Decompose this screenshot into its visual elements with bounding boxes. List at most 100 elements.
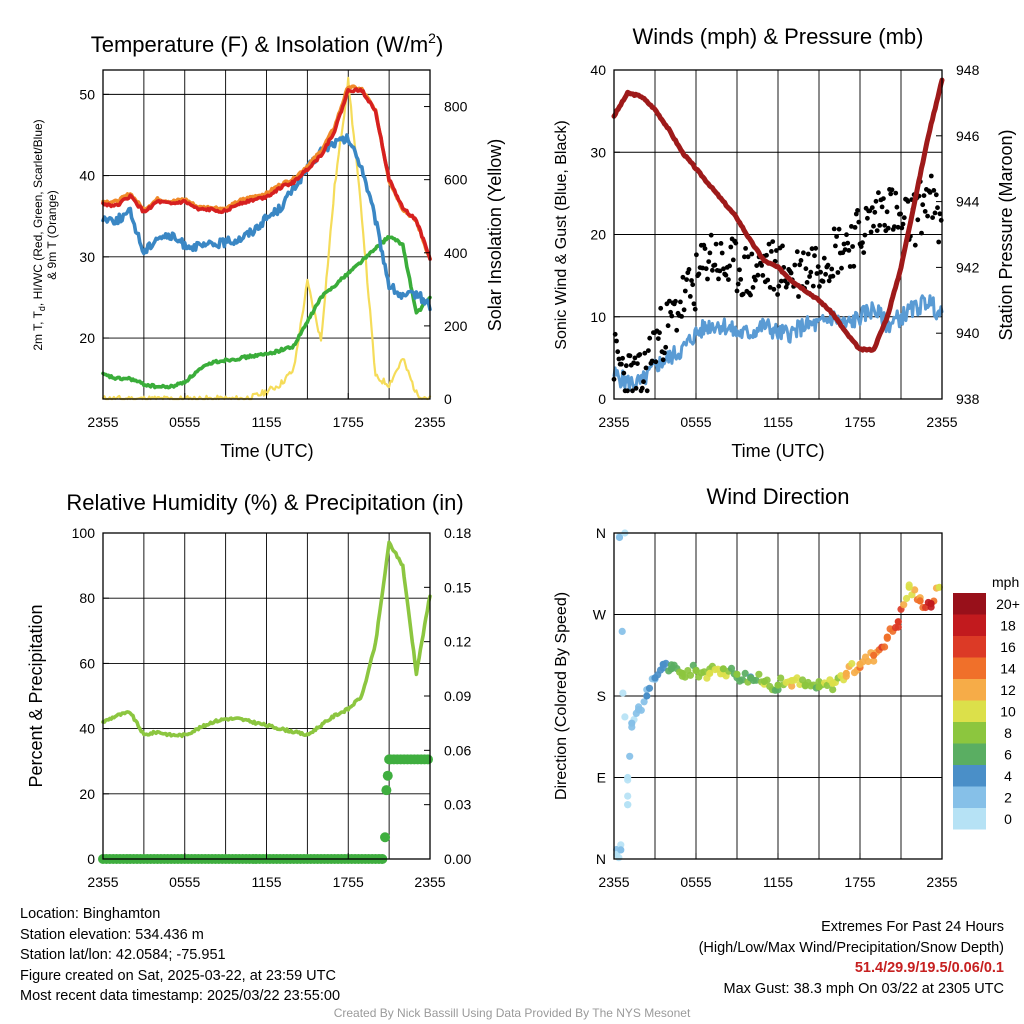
gust-point xyxy=(745,254,751,260)
y-tick-label: 0.12 xyxy=(444,634,471,650)
x-tick-label: 0555 xyxy=(169,874,200,890)
gust-point xyxy=(630,388,635,394)
gust-point xyxy=(643,365,649,371)
series-td xyxy=(101,235,432,390)
wind-ticks: 2355 0555 1155 1755 2355 0 10 20 30 40 938 940 942 94… xyxy=(590,62,979,430)
colorbar-label: 18 xyxy=(1000,618,1016,634)
direction-point xyxy=(700,668,708,676)
temperature-title: Temperature (F) & Insolation (W/m2) xyxy=(91,30,444,57)
y-tick-label: 20 xyxy=(79,330,95,346)
gust-point xyxy=(936,239,942,245)
gust-point xyxy=(641,379,646,385)
gust-point xyxy=(877,223,883,228)
direction-point xyxy=(760,677,768,686)
recent-data-text: Most recent data timestamp: 2025/03/22 2… xyxy=(20,988,341,1005)
y-tick-label: N xyxy=(596,851,606,867)
y-tick-label: 0.06 xyxy=(444,742,471,758)
y-tick-label: 80 xyxy=(79,590,95,606)
colorbar-swatch xyxy=(953,700,986,722)
gust-point xyxy=(615,349,621,355)
gust-point xyxy=(614,338,619,344)
latlon-text: Station lat/lon: 42.0584; -75.951 xyxy=(20,947,226,964)
solar-ylabel: Solar Insolation (Yellow) xyxy=(485,139,505,331)
y-tick-label: W xyxy=(593,607,607,623)
gust-point xyxy=(718,241,724,246)
gust-point xyxy=(713,241,719,247)
gust-point xyxy=(850,244,855,249)
direction-point xyxy=(738,676,747,684)
y-tick-label: 0.00 xyxy=(444,851,471,867)
gust-point xyxy=(823,271,828,277)
precip-point xyxy=(381,785,392,796)
gust-point xyxy=(853,211,859,217)
gust-point xyxy=(921,193,927,199)
gust-point xyxy=(874,228,880,234)
precip-point xyxy=(422,754,433,765)
x-tick-label: 2355 xyxy=(926,414,957,430)
gust-point xyxy=(706,259,712,264)
direction-point xyxy=(815,683,823,691)
gust-point xyxy=(919,230,924,236)
y-tick-label: 400 xyxy=(444,245,468,261)
max-gust-text: Max Gust: 38.3 mph On 03/22 at 2305 UTC xyxy=(723,980,1004,997)
gust-point xyxy=(679,314,684,319)
gust-point xyxy=(871,223,876,229)
gust-point xyxy=(798,258,804,263)
gust-point xyxy=(839,265,844,271)
gust-point xyxy=(845,240,851,246)
gust-point xyxy=(734,288,740,294)
x-tick-label: 1155 xyxy=(251,414,281,430)
gust-point xyxy=(646,348,651,353)
gust-point xyxy=(737,267,742,273)
direction-point xyxy=(617,846,625,854)
gust-point xyxy=(813,245,819,251)
elevation-text: Station elevation: 534.436 m xyxy=(20,926,204,943)
extremes-subtitle: (High/Low/Max Wind/Precipitation/Snow De… xyxy=(698,939,1004,956)
colorbar-swatch xyxy=(953,657,986,679)
wind-panel: Winds (mph) & Pressure (mb) 2355 0555 1155… xyxy=(553,24,1016,461)
direction-point xyxy=(870,657,878,665)
gust-point xyxy=(770,239,776,245)
gust-point xyxy=(776,283,782,289)
gust-point xyxy=(825,262,831,268)
temperature-grid xyxy=(102,70,431,399)
gust-point xyxy=(708,232,714,238)
gust-point xyxy=(753,277,758,283)
wind-title: Winds (mph) & Pressure (mb) xyxy=(633,24,924,49)
direction-point xyxy=(643,692,651,700)
colorbar-swatch xyxy=(953,808,986,830)
y-tick-label: 40 xyxy=(79,721,95,737)
gust-point xyxy=(769,249,774,254)
gust-point xyxy=(678,299,683,305)
y-tick-label: 942 xyxy=(956,259,980,275)
colorbar-swatch xyxy=(953,743,986,765)
temperature-xlabel: Time (UTC) xyxy=(220,441,313,461)
direction-point xyxy=(823,681,831,690)
gust-point xyxy=(625,388,630,394)
gust-point xyxy=(922,209,928,214)
gust-point xyxy=(882,222,887,228)
gust-point xyxy=(889,187,895,193)
y-tick-label: 800 xyxy=(444,99,468,115)
direction-point xyxy=(905,583,913,591)
direction-point xyxy=(774,681,782,689)
direction-point xyxy=(659,660,667,668)
gust-point xyxy=(862,232,868,238)
colorbar-label: 14 xyxy=(1000,661,1016,677)
direction-ticks: 2355 0555 1155 1755 2355 N E S W N xyxy=(593,525,958,890)
gust-point xyxy=(858,244,864,250)
direction-point xyxy=(747,674,755,682)
y-tick-label: 40 xyxy=(79,168,95,184)
y-tick-label: 20 xyxy=(590,227,606,243)
y-tick-label: 30 xyxy=(590,144,606,160)
gust-point xyxy=(686,267,692,272)
gust-point xyxy=(797,262,803,268)
x-tick-label: 1755 xyxy=(844,874,875,890)
extremes-title: Extremes For Past 24 Hours xyxy=(821,919,1004,935)
direction-point xyxy=(848,660,856,668)
direction-point xyxy=(883,633,891,641)
direction-point xyxy=(619,689,627,697)
colorbar-label: 2 xyxy=(1004,790,1012,806)
x-tick-label: 1755 xyxy=(333,414,364,430)
gust-point xyxy=(657,330,662,336)
